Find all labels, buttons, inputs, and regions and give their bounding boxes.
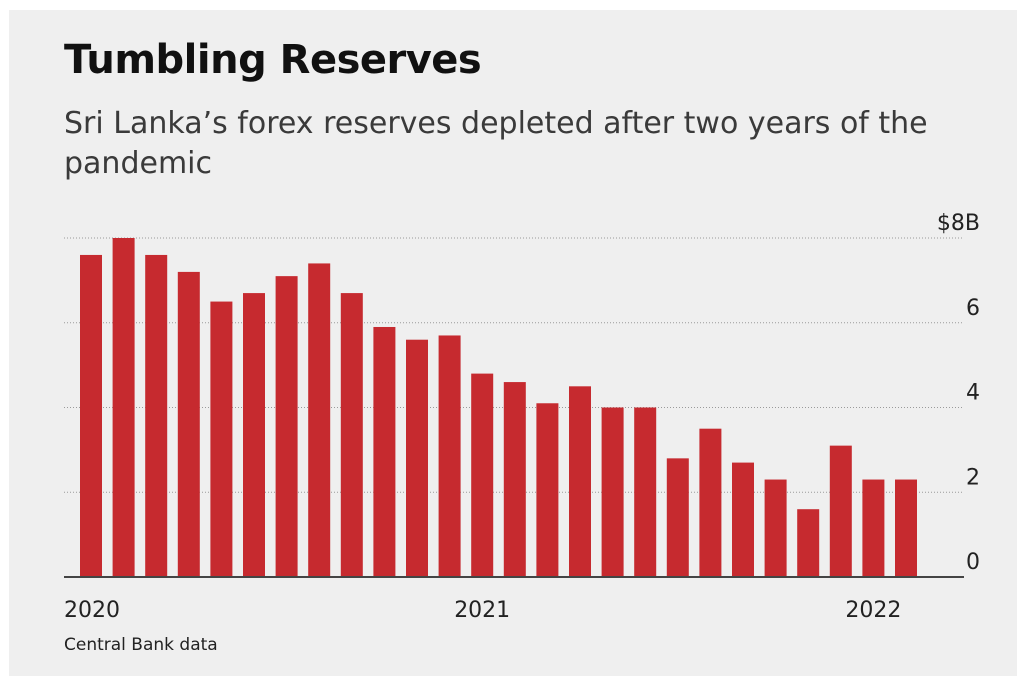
bar (797, 509, 820, 577)
source-note: Central Bank data (64, 635, 218, 655)
bar (732, 462, 754, 577)
y-tick-label: 6 (966, 296, 980, 321)
bar (243, 293, 265, 577)
y-tick-label: $8B (937, 211, 980, 236)
y-axis-ticks: 0 2 4 6 $8B (937, 211, 980, 575)
bar (699, 428, 722, 577)
bar (634, 407, 657, 577)
x-tick-label: 2022 (845, 598, 901, 623)
bar (80, 254, 102, 577)
y-tick-label: 0 (966, 550, 980, 575)
bar (275, 276, 298, 577)
bar (666, 458, 689, 577)
bar (764, 479, 787, 577)
x-axis-ticks: 2020 2021 2022 (64, 598, 901, 623)
bar (601, 407, 624, 577)
chart-title: Tumbling Reserves (64, 37, 482, 83)
bar (210, 301, 233, 577)
bar (438, 335, 461, 577)
bar (373, 326, 396, 577)
bars (80, 238, 917, 577)
bar (471, 373, 494, 577)
chart-subtitle: Sri Lanka’s forex reserves depleted afte… (64, 106, 928, 181)
y-tick-label: 2 (966, 465, 980, 490)
bar (829, 445, 852, 577)
bar (503, 382, 526, 577)
bar (112, 238, 135, 577)
bar (177, 271, 200, 577)
bar (145, 254, 168, 577)
bar (862, 479, 885, 577)
bar (536, 403, 559, 577)
bar (569, 386, 591, 577)
x-tick-label: 2021 (454, 598, 510, 623)
bar (895, 479, 917, 577)
x-tick-label: 2020 (64, 598, 120, 623)
y-tick-label: 4 (966, 381, 980, 406)
bar (308, 263, 331, 577)
bar (406, 339, 428, 577)
bar (340, 293, 363, 577)
